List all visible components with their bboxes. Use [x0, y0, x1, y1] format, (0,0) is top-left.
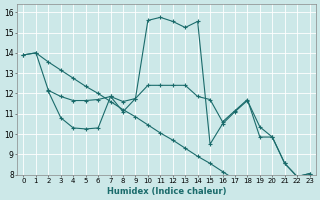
X-axis label: Humidex (Indice chaleur): Humidex (Indice chaleur) — [107, 187, 226, 196]
